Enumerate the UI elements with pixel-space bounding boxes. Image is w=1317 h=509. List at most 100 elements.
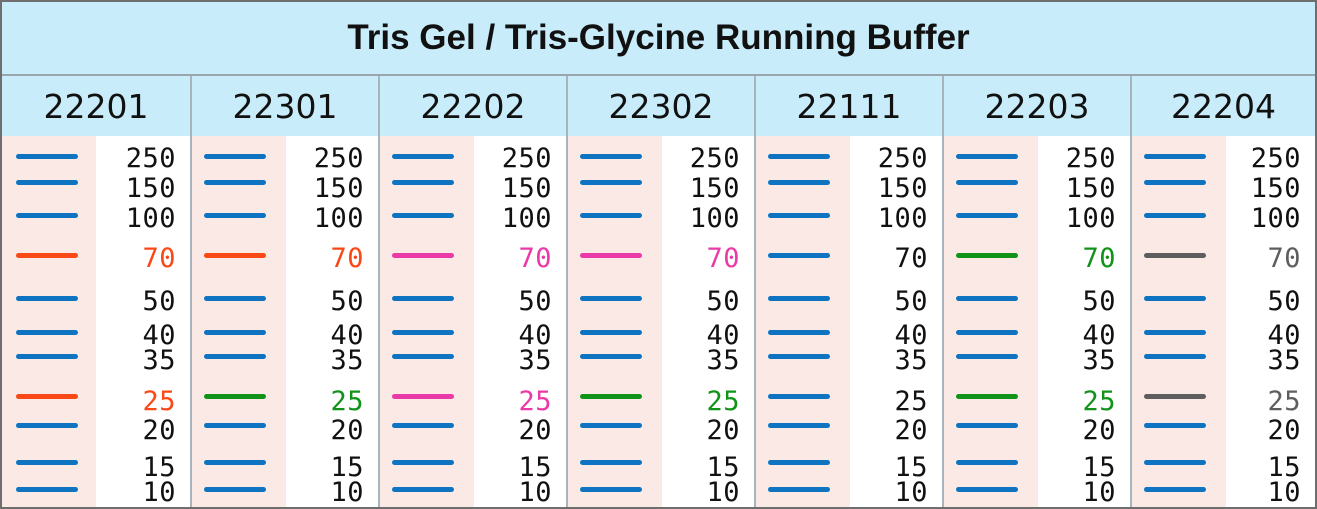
marker-label-10: 10 [894, 477, 928, 508]
marker-label-100: 100 [501, 203, 552, 234]
marker-label-40: 40 [142, 320, 176, 351]
marker-label-150: 150 [689, 173, 740, 204]
band-40 [392, 330, 454, 335]
lane-label: 22201 [43, 86, 149, 126]
lane-label: 22302 [608, 86, 714, 126]
band-70 [392, 253, 454, 258]
band-150 [16, 180, 78, 185]
marker-label-40: 40 [518, 320, 552, 351]
band-70 [768, 253, 830, 258]
marker-label-100: 100 [1065, 203, 1116, 234]
band-10 [956, 487, 1018, 492]
marker-label-15: 15 [1082, 452, 1116, 483]
marker-label-70: 70 [142, 243, 176, 274]
marker-label-100: 100 [125, 203, 176, 234]
band-100 [1144, 213, 1206, 218]
band-10 [768, 487, 830, 492]
marker-label-15: 15 [894, 452, 928, 483]
band-25 [768, 394, 830, 399]
band-35 [204, 354, 266, 359]
band-150 [1144, 180, 1206, 185]
marker-label-35: 35 [1082, 345, 1116, 376]
marker-label-70: 70 [518, 243, 552, 274]
marker-label-100: 100 [1250, 203, 1301, 234]
marker-label-150: 150 [1065, 173, 1116, 204]
band-15 [204, 460, 266, 465]
band-40 [768, 330, 830, 335]
band-35 [580, 354, 642, 359]
lane-body: 250 150 100 70 50 40 35 25 20 15 10 [1132, 136, 1315, 507]
marker-label-50: 50 [894, 286, 928, 317]
band-10 [392, 487, 454, 492]
band-20 [16, 423, 78, 428]
marker-label-70: 70 [330, 243, 364, 274]
lane-label: 22204 [1171, 86, 1276, 126]
band-25 [1144, 394, 1206, 399]
marker-label-40: 40 [894, 320, 928, 351]
marker-label-40: 40 [706, 320, 740, 351]
marker-label-35: 35 [518, 345, 552, 376]
marker-label-20: 20 [1082, 415, 1116, 446]
band-20 [1144, 423, 1206, 428]
marker-label-70: 70 [1267, 243, 1301, 274]
marker-label-20: 20 [330, 415, 364, 446]
gel-strip [756, 136, 850, 507]
band-70 [204, 253, 266, 258]
band-50 [768, 296, 830, 301]
band-15 [768, 460, 830, 465]
band-250 [956, 154, 1018, 159]
gel-strip [944, 136, 1038, 507]
band-20 [956, 423, 1018, 428]
marker-label-150: 150 [877, 173, 928, 204]
band-50 [580, 296, 642, 301]
band-100 [956, 213, 1018, 218]
marker-label-15: 15 [706, 452, 740, 483]
band-35 [956, 354, 1018, 359]
marker-label-20: 20 [894, 415, 928, 446]
gel-strip [1132, 136, 1226, 507]
marker-label-15: 15 [1267, 452, 1301, 483]
chart-title: Tris Gel / Tris-Glycine Running Buffer [2, 2, 1315, 76]
band-50 [1144, 296, 1206, 301]
lane-22201: 22201 250 150 100 70 50 40 35 25 20 15 10 [2, 76, 190, 507]
marker-label-50: 50 [1267, 286, 1301, 317]
band-150 [768, 180, 830, 185]
band-70 [956, 253, 1018, 258]
band-10 [204, 487, 266, 492]
band-25 [956, 394, 1018, 399]
band-150 [956, 180, 1018, 185]
marker-label-150: 150 [125, 173, 176, 204]
band-15 [956, 460, 1018, 465]
lane-body: 250 150 100 70 50 40 35 25 20 15 10 [944, 136, 1130, 507]
band-20 [580, 423, 642, 428]
marker-label-250: 250 [1250, 143, 1301, 174]
lane-body: 250 150 100 70 50 40 35 25 20 15 10 [380, 136, 566, 507]
marker-label-10: 10 [518, 477, 552, 508]
band-20 [204, 423, 266, 428]
marker-label-10: 10 [142, 477, 176, 508]
marker-label-50: 50 [142, 286, 176, 317]
band-40 [204, 330, 266, 335]
band-40 [956, 330, 1018, 335]
marker-label-25: 25 [1267, 386, 1301, 417]
marker-label-150: 150 [501, 173, 552, 204]
band-50 [956, 296, 1018, 301]
band-100 [392, 213, 454, 218]
lane-body: 250 150 100 70 50 40 35 25 20 15 10 [568, 136, 754, 507]
marker-label-35: 35 [330, 345, 364, 376]
marker-label-20: 20 [518, 415, 552, 446]
marker-label-250: 250 [501, 143, 552, 174]
band-70 [16, 253, 78, 258]
band-10 [580, 487, 642, 492]
band-10 [16, 487, 78, 492]
marker-label-250: 250 [125, 143, 176, 174]
band-35 [392, 354, 454, 359]
band-250 [204, 154, 266, 159]
marker-label-40: 40 [1082, 320, 1116, 351]
band-100 [768, 213, 830, 218]
marker-label-15: 15 [330, 452, 364, 483]
band-250 [580, 154, 642, 159]
marker-label-250: 250 [689, 143, 740, 174]
lane-body: 250 150 100 70 50 40 35 25 20 15 10 [756, 136, 942, 507]
band-15 [580, 460, 642, 465]
